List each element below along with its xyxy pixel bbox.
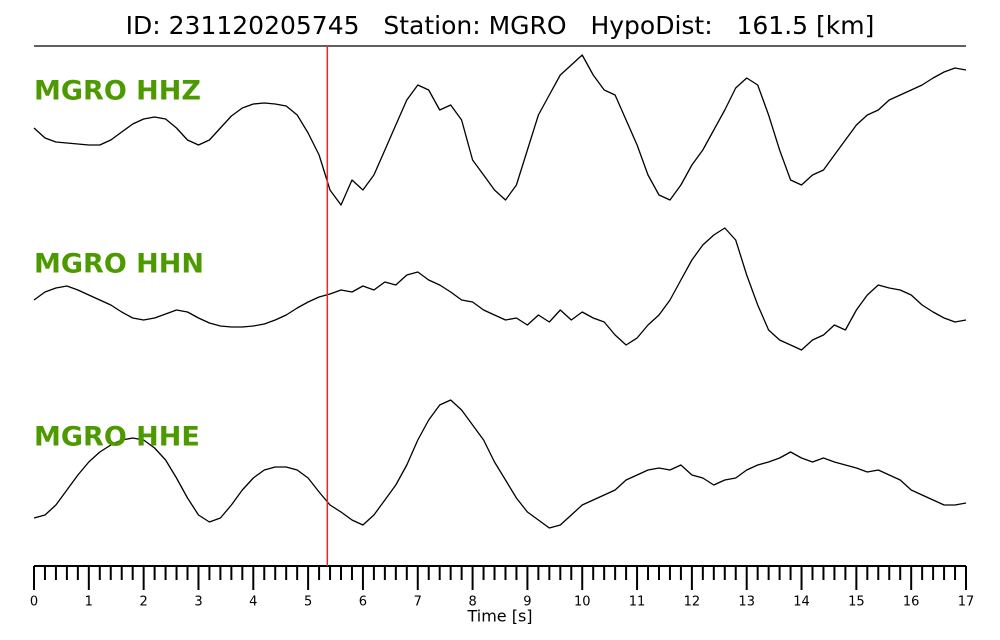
x-tick-label: 3 [194,595,202,610]
x-tick-label: 1 [85,595,93,610]
x-tick-label: 10 [574,595,591,610]
trace-label: MGRO HHZ [34,76,201,107]
x-tick-label: 5 [304,595,312,610]
x-tick-label: 4 [249,595,257,610]
chart-title: ID: 231120205745 Station: MGRO HypoDist:… [126,11,875,40]
x-tick-label: 13 [738,595,755,610]
waveform [33,399,967,529]
x-tick-label: 14 [793,595,810,610]
x-tick-label: 17 [958,595,975,610]
x-tick-label: 2 [140,595,148,610]
x-tick-label: 16 [903,595,920,610]
x-tick-label: 8 [468,595,476,610]
x-tick-label: 15 [848,595,865,610]
waveform [33,54,967,206]
trace-label: MGRO HHE [34,422,200,453]
waveform [33,227,967,351]
x-tick-label: 11 [629,595,646,610]
trace-label: MGRO HHN [34,249,204,280]
x-axis-label: Time [s] [466,607,532,626]
x-tick-label: 9 [523,595,531,610]
x-tick-label: 6 [359,595,367,610]
x-tick-label: 7 [414,595,422,610]
x-tick-label: 12 [684,595,701,610]
x-tick-label: 0 [30,595,38,610]
